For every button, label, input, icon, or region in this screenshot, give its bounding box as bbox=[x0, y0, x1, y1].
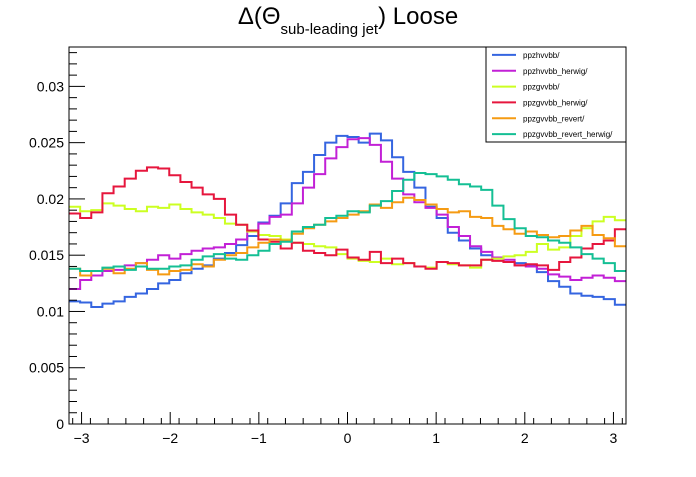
chart-title-prefix: Δ(Θ bbox=[238, 3, 281, 30]
legend-box bbox=[485, 46, 627, 143]
x-tick-label: 3 bbox=[610, 430, 618, 446]
x-tick-label: −3 bbox=[74, 430, 90, 446]
legend-label-3: ppzgvvbb_herwig/ bbox=[523, 98, 588, 107]
x-tick-label: −2 bbox=[162, 430, 178, 446]
axis-layer: −3 −2 −1 0 1 2 3 0 0.005 0.01 0.015 0.02 0.025 0.03 bbox=[29, 52, 623, 446]
legend-label-2: ppzgvvbb/ bbox=[523, 83, 560, 92]
y-tick-label: 0 bbox=[56, 416, 64, 432]
y-tick-label: 0.015 bbox=[29, 247, 64, 263]
legend-label-5: ppzgvvbb_revert_herwig/ bbox=[523, 130, 613, 139]
legend-label-1: ppzhvvbb_herwig/ bbox=[523, 67, 588, 76]
legend-label-0: ppzhvvbb/ bbox=[523, 51, 560, 60]
legend: ppzhvvbb/ppzhvvbb_herwig/ppzgvvbb/ppzgvv… bbox=[485, 46, 627, 143]
y-tick-label: 0.005 bbox=[29, 360, 64, 376]
x-tick-label: 0 bbox=[344, 430, 352, 446]
y-tick-label: 0.025 bbox=[29, 135, 64, 151]
x-tick-label: 1 bbox=[432, 430, 440, 446]
y-tick-label: 0.01 bbox=[37, 303, 64, 319]
chart-title: Δ(Θsub-leading jet) Loose bbox=[238, 3, 458, 38]
chart-title-subscript: sub-leading jet bbox=[281, 21, 379, 38]
series-line-0 bbox=[69, 132, 626, 308]
y-tick-label: 0.03 bbox=[37, 78, 64, 94]
series-line-3 bbox=[69, 166, 626, 271]
series-line-5 bbox=[69, 172, 626, 272]
y-tick-label: 0.02 bbox=[37, 191, 64, 207]
series-layer bbox=[69, 132, 626, 308]
chart-title-suffix: ) Loose bbox=[378, 3, 458, 30]
x-tick-label: 2 bbox=[521, 430, 529, 446]
legend-label-4: ppzgvvbb_revert/ bbox=[523, 114, 585, 123]
x-tick-label: −1 bbox=[251, 430, 267, 446]
series-line-1 bbox=[69, 137, 626, 290]
